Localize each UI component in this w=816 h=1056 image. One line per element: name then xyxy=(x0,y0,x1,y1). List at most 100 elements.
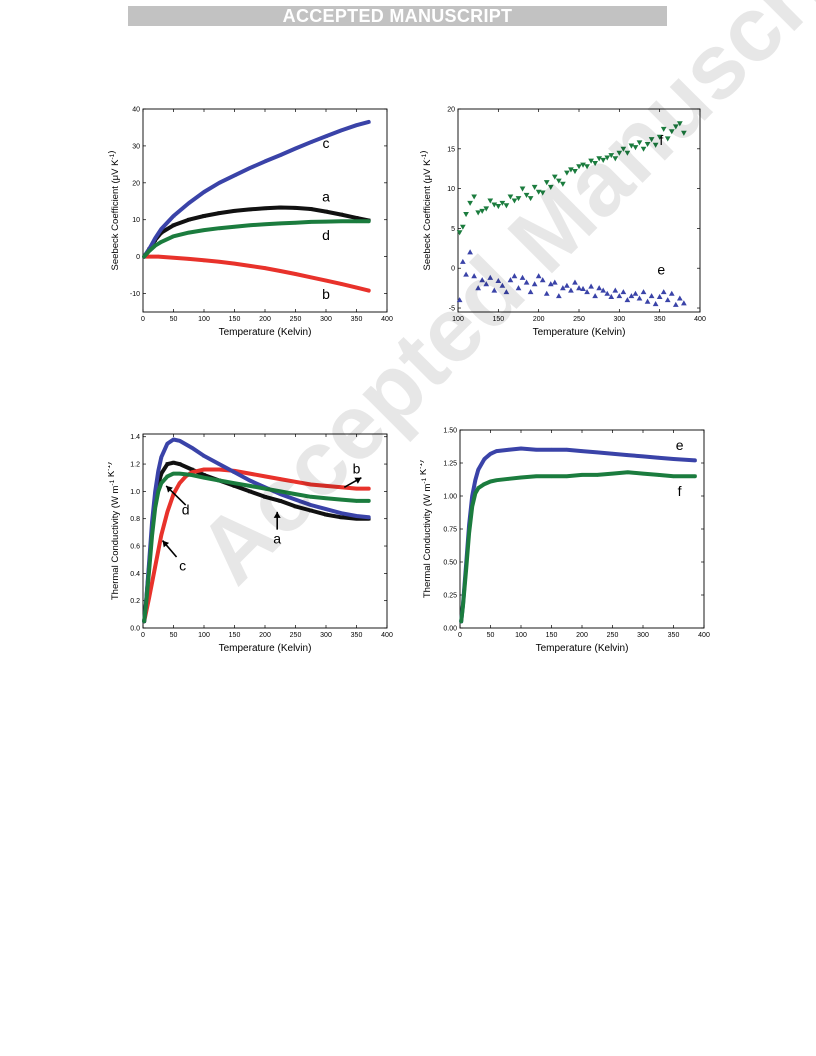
data-point-e xyxy=(644,298,651,304)
data-point-f xyxy=(560,181,566,187)
data-point-f xyxy=(664,136,671,142)
data-point-e xyxy=(549,447,554,452)
data-point-c xyxy=(324,507,328,511)
data-point-e xyxy=(456,297,463,303)
x-tick-label: 0 xyxy=(141,632,145,639)
x-tick-label: 300 xyxy=(637,632,649,639)
data-point-f xyxy=(519,186,526,192)
data-point-d xyxy=(147,249,152,254)
series-line-d xyxy=(142,219,371,259)
data-point-f xyxy=(503,203,510,209)
x-tick-label: 300 xyxy=(613,316,625,323)
data-point-b xyxy=(354,486,359,491)
data-point-a xyxy=(177,462,182,466)
data-point-d xyxy=(159,240,164,244)
data-point-f xyxy=(604,155,611,161)
data-point-b xyxy=(339,282,344,286)
x-tick-label: 200 xyxy=(576,632,588,639)
data-point-c xyxy=(354,513,359,518)
data-point-f xyxy=(588,158,594,164)
data-point-a xyxy=(308,207,313,211)
x-axis-label: Temperature (Kelvin) xyxy=(536,643,629,654)
x-tick-label: 150 xyxy=(546,632,558,639)
y-tick-label: 1.2 xyxy=(130,462,140,469)
data-point-f xyxy=(511,198,518,204)
data-point-c xyxy=(189,445,194,450)
data-point-e xyxy=(519,446,523,450)
y-tick-label: 5 xyxy=(451,226,455,233)
data-point-d xyxy=(278,221,283,226)
data-point-f xyxy=(656,473,661,477)
x-tick-label: 100 xyxy=(452,316,464,323)
data-point-f xyxy=(495,204,502,210)
data-point-e xyxy=(560,285,566,291)
data-point-f xyxy=(463,212,469,218)
data-point-f xyxy=(595,473,600,477)
data-point-e xyxy=(632,290,639,296)
data-point-d xyxy=(217,479,222,483)
data-point-f xyxy=(660,126,667,132)
data-point-f xyxy=(628,143,635,149)
x-axis-label: Temperature (Kelvin) xyxy=(533,327,626,338)
data-point-e xyxy=(511,273,518,279)
data-point-d xyxy=(232,481,237,486)
y-tick-label: -5 xyxy=(449,306,455,313)
x-tick-label: 300 xyxy=(320,632,332,639)
data-point-c xyxy=(366,515,371,519)
y-tick-label: -10 xyxy=(130,291,140,298)
data-point-f xyxy=(580,162,586,168)
data-point-e xyxy=(459,258,466,264)
data-point-c xyxy=(293,497,298,502)
series-f xyxy=(459,470,697,624)
x-tick-label: 350 xyxy=(668,632,680,639)
data-point-d xyxy=(153,244,158,248)
data-point-b xyxy=(186,257,191,261)
data-point-f xyxy=(616,150,623,156)
series-f xyxy=(456,121,687,236)
x-tick-label: 100 xyxy=(515,632,527,639)
data-point-f xyxy=(547,184,554,191)
data-point-c xyxy=(308,140,313,144)
data-point-e xyxy=(596,285,603,291)
data-point-d xyxy=(147,569,152,573)
data-point-a xyxy=(308,508,313,513)
y-tick-label: 0.6 xyxy=(130,544,140,551)
data-point-e xyxy=(507,277,514,283)
data-point-f xyxy=(576,164,582,170)
data-point-c xyxy=(202,453,206,458)
data-point-f xyxy=(640,146,647,152)
data-point-c xyxy=(339,511,344,515)
data-point-e xyxy=(482,456,487,461)
data-point-d xyxy=(232,225,237,229)
series-e xyxy=(459,446,697,624)
data-point-a xyxy=(339,212,344,217)
curve-label-b: b xyxy=(353,461,361,477)
data-point-d xyxy=(142,619,147,624)
y-tick-label: 0 xyxy=(136,254,140,261)
data-point-e xyxy=(506,447,511,452)
data-point-f xyxy=(531,184,538,191)
data-point-f xyxy=(539,190,546,196)
data-point-e xyxy=(527,289,534,295)
data-point-e xyxy=(488,451,493,456)
y-tick-label: 20 xyxy=(447,107,455,114)
data-point-f xyxy=(644,141,651,148)
x-axis-label: Temperature (Kelvin) xyxy=(219,643,312,654)
y-axis-label-part: Seebeck Coefficient (μV K xyxy=(110,159,121,271)
data-point-b xyxy=(354,285,359,290)
data-point-f xyxy=(507,194,514,200)
data-point-c xyxy=(366,119,371,124)
data-point-f xyxy=(608,153,615,159)
data-point-a xyxy=(202,214,206,218)
data-point-f xyxy=(668,129,675,135)
data-point-e xyxy=(479,277,486,283)
data-point-e xyxy=(625,453,630,457)
data-point-e xyxy=(531,281,538,287)
x-tick-label: 200 xyxy=(259,632,271,639)
data-point-f xyxy=(652,142,659,148)
y-tick-label: 0.00 xyxy=(443,626,457,633)
data-point-e xyxy=(543,290,550,296)
data-point-f xyxy=(596,156,603,162)
x-tick-label: 50 xyxy=(487,632,495,639)
y-axis-label-part: Thermal Conductivity (W m xyxy=(422,484,433,599)
